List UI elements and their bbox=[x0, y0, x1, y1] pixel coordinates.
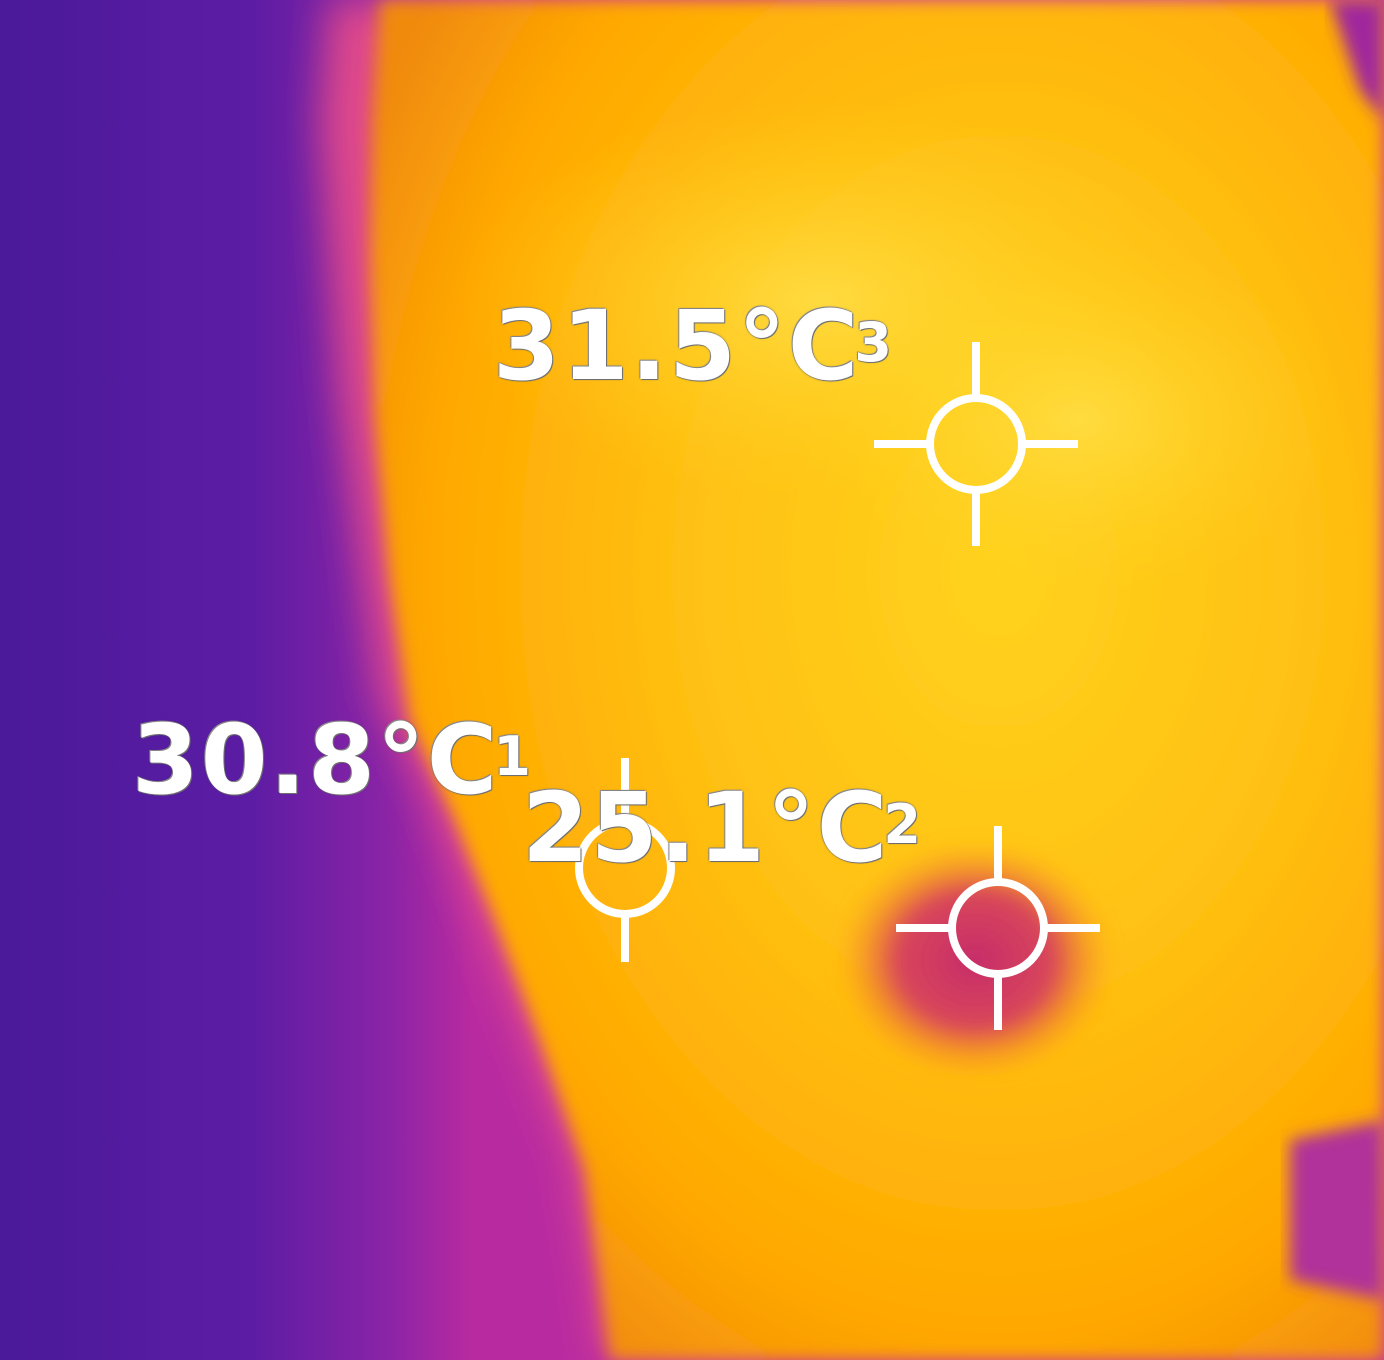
spot-1-readout: 30.8°C1 bbox=[132, 712, 533, 808]
spot-2-temperature: 25.1°C bbox=[522, 772, 890, 884]
crosshair-icon bbox=[575, 758, 675, 962]
cool-spot bbox=[835, 840, 1115, 1080]
crosshair-icon bbox=[896, 826, 1100, 1030]
spot-2-index: 2 bbox=[883, 793, 923, 856]
spot-1-index: 1 bbox=[493, 725, 533, 788]
spot-1-temperature: 30.8°C bbox=[132, 704, 500, 816]
spot-3-temperature: 31.5°C bbox=[493, 290, 861, 402]
spot-2-readout: 25.1°C2 bbox=[522, 780, 923, 876]
upper-right-shadow bbox=[1330, 0, 1384, 120]
lower-right-shadow bbox=[1290, 1120, 1384, 1300]
crosshair-icon bbox=[874, 342, 1078, 546]
eye-glow bbox=[820, 240, 1340, 600]
spot-3-readout: 31.5°C3 bbox=[493, 298, 894, 394]
spot-3-index: 3 bbox=[854, 311, 894, 374]
